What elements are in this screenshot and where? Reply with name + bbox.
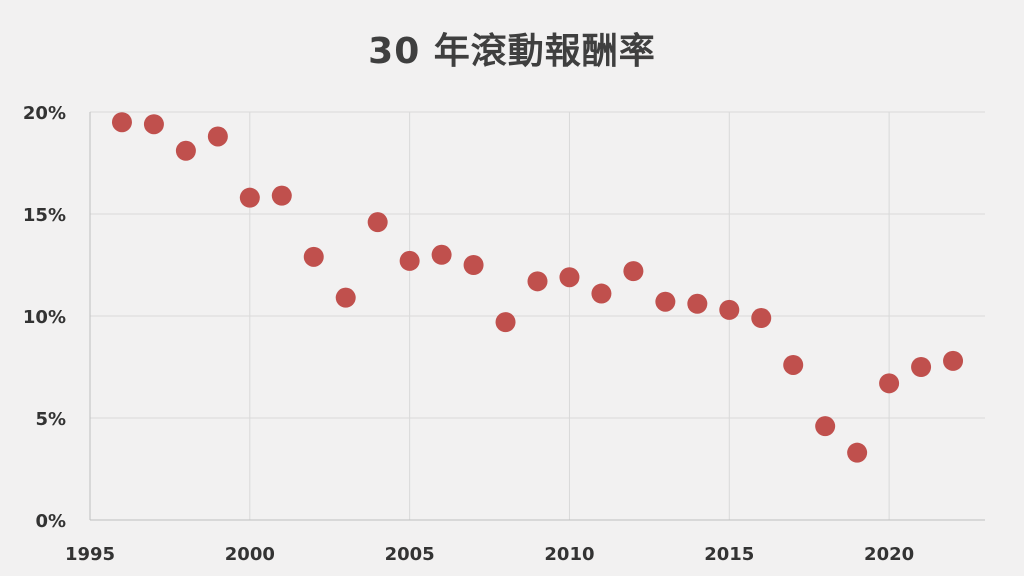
grid-layer — [90, 111, 985, 520]
data-point — [271, 185, 292, 206]
x-tick-label: 2015 — [704, 544, 754, 565]
label-layer: 0% 5% 10% 15% 20% 1995 2000 2005 2010 2015 2020 — [23, 103, 914, 565]
data-point — [335, 287, 356, 308]
y-tick-label: 20% — [23, 103, 66, 124]
data-point — [463, 255, 484, 275]
data-point — [495, 312, 516, 333]
data-point — [527, 271, 548, 292]
data-point — [431, 244, 452, 265]
x-tick-label: 1995 — [65, 544, 115, 565]
data-point — [847, 442, 868, 463]
data-point — [943, 350, 964, 371]
y-tick-label: 15% — [23, 205, 66, 226]
x-tick-label: 2005 — [385, 544, 435, 565]
y-tick-label: 10% — [23, 307, 66, 328]
data-point — [783, 354, 804, 375]
data-point — [623, 261, 644, 282]
data-point — [303, 246, 324, 267]
data-point — [591, 283, 612, 304]
data-point — [111, 112, 132, 133]
y-tick-label: 5% — [35, 409, 66, 430]
data-point — [239, 187, 260, 208]
data-point — [367, 212, 388, 233]
data-point — [143, 114, 164, 135]
data-point — [879, 373, 900, 394]
data-point — [911, 357, 932, 377]
data-point — [559, 267, 580, 288]
x-tick-label: 2020 — [864, 544, 914, 565]
point-layer — [111, 112, 964, 463]
data-point — [719, 299, 740, 320]
data-point — [687, 293, 708, 314]
data-point — [815, 416, 836, 437]
data-point — [751, 308, 772, 329]
axis-layer — [89, 112, 985, 521]
data-point — [207, 126, 228, 147]
chart-title: 30 年滾動報酬率 — [368, 31, 656, 72]
x-tick-label: 2010 — [544, 544, 594, 565]
y-tick-label: 0% — [35, 511, 66, 532]
x-tick-label: 2000 — [225, 544, 275, 565]
data-point — [655, 291, 676, 312]
data-point — [399, 250, 420, 271]
data-point — [175, 140, 196, 161]
